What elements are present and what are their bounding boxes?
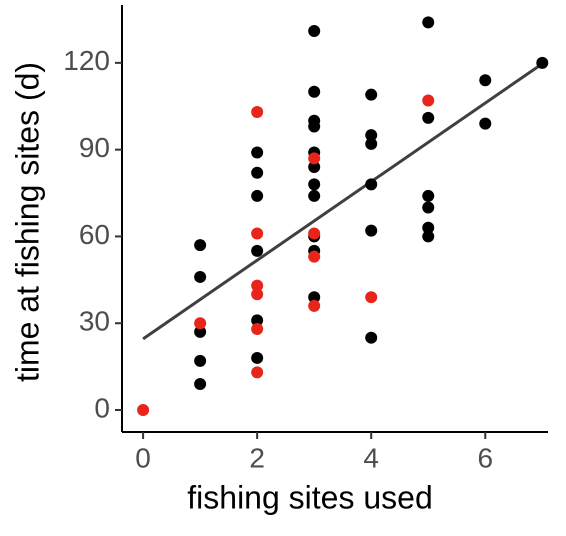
point xyxy=(422,221,435,234)
point xyxy=(251,323,264,336)
point xyxy=(422,94,435,107)
point xyxy=(308,189,321,202)
point xyxy=(308,227,321,240)
x-tick-label: 4 xyxy=(363,442,379,473)
point xyxy=(251,166,264,179)
x-tick-label: 6 xyxy=(477,442,493,473)
point xyxy=(251,146,264,159)
point xyxy=(194,377,207,390)
y-tick-label: 90 xyxy=(79,132,110,163)
point xyxy=(251,288,264,301)
point xyxy=(422,201,435,214)
point xyxy=(308,161,321,174)
point xyxy=(365,137,378,150)
point xyxy=(194,325,207,338)
point xyxy=(308,291,321,304)
point xyxy=(365,331,378,344)
trend-line xyxy=(142,62,544,341)
point xyxy=(365,291,378,304)
point xyxy=(422,189,435,202)
point xyxy=(251,366,264,379)
y-tick-label: 60 xyxy=(79,219,110,250)
point xyxy=(422,111,435,124)
point xyxy=(365,224,378,237)
point xyxy=(308,85,321,98)
point xyxy=(365,178,378,191)
point xyxy=(308,152,321,165)
point xyxy=(479,117,492,130)
point xyxy=(365,88,378,101)
point xyxy=(422,230,435,243)
point xyxy=(422,16,435,29)
point xyxy=(536,56,549,69)
point xyxy=(308,120,321,133)
point xyxy=(308,250,321,263)
point xyxy=(251,227,264,240)
point xyxy=(194,354,207,367)
point xyxy=(137,404,150,417)
point xyxy=(194,317,207,330)
point xyxy=(479,74,492,87)
point xyxy=(251,279,264,292)
point xyxy=(251,189,264,202)
point xyxy=(194,270,207,283)
point xyxy=(308,299,321,312)
point xyxy=(251,244,264,257)
x-axis-title: fishing sites used xyxy=(187,479,432,515)
point xyxy=(194,239,207,252)
point xyxy=(251,351,264,364)
point xyxy=(365,129,378,142)
y-axis-title: time at fishing sites (d) xyxy=(9,62,45,382)
x-tick-label: 0 xyxy=(135,442,151,473)
y-tick-label: 30 xyxy=(79,306,110,337)
point xyxy=(308,178,321,191)
y-tick-label: 120 xyxy=(63,45,110,76)
point xyxy=(251,106,264,119)
y-tick-label: 0 xyxy=(94,392,110,423)
point xyxy=(251,314,264,327)
point xyxy=(308,25,321,38)
x-tick-label: 2 xyxy=(249,442,265,473)
